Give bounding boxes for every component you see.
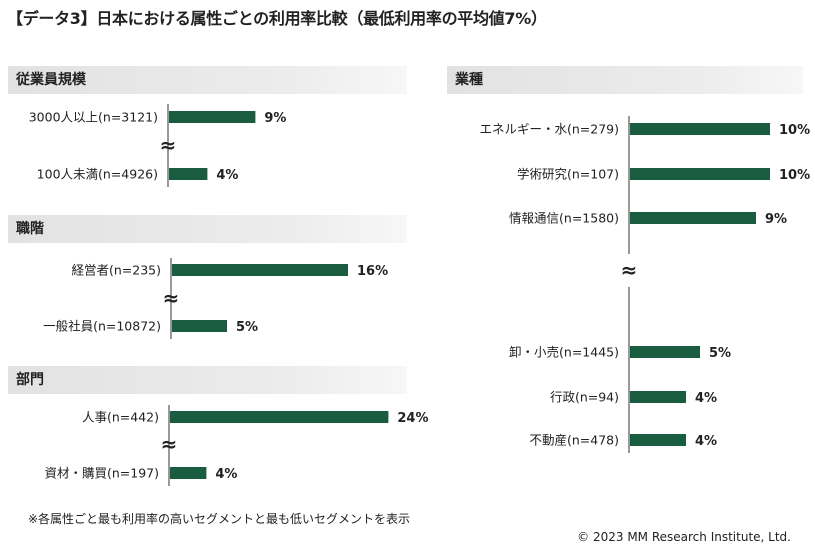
copyright: © 2023 MM Research Institute, Ltd. <box>577 530 791 544</box>
bar <box>172 264 348 276</box>
bar <box>170 467 207 479</box>
bar <box>170 411 389 423</box>
category-label: エネルギー・水(n=279) <box>479 122 619 137</box>
value-label: 10% <box>779 168 810 183</box>
value-label: 16% <box>357 264 388 279</box>
value-label: 5% <box>709 346 731 361</box>
value-label: 24% <box>397 411 428 426</box>
value-label: 5% <box>236 320 258 335</box>
bar <box>169 111 256 123</box>
chart-title: 【データ3】日本における属性ごとの利用率比較（最低利用率の平均値7%） <box>7 9 547 28</box>
bar <box>630 212 756 224</box>
bar <box>172 320 227 332</box>
footnote: ※各属性ごと最も利用率の高いセグメントと最も低いセグメントを表示 <box>28 512 411 526</box>
value-label: 9% <box>264 111 286 126</box>
value-label: 9% <box>765 212 787 227</box>
value-label: 4% <box>216 168 238 183</box>
bar <box>169 168 208 180</box>
axis-break-symbol: ≈ <box>161 432 178 456</box>
value-label: 10% <box>779 123 810 138</box>
category-label: 卸・小売(n=1445) <box>509 345 619 360</box>
category-label: 100人未満(n=4926) <box>37 167 158 182</box>
axis-break-symbol: ≈ <box>621 258 638 282</box>
axis-break-symbol: ≈ <box>160 133 177 157</box>
section-header-company-size: 従業員規模 <box>8 66 407 94</box>
category-label: 不動産(n=478) <box>529 433 619 448</box>
bar <box>630 168 770 180</box>
category-label: 3000人以上(n=3121) <box>29 110 158 125</box>
category-label: 資材・購買(n=197) <box>44 466 159 481</box>
category-label: 情報通信(n=1580) <box>509 211 619 226</box>
bar <box>630 123 770 135</box>
section-header-job-level: 職階 <box>8 215 407 243</box>
value-label: 4% <box>695 391 717 406</box>
section-header-department: 部門 <box>8 366 407 394</box>
category-label: 学術研究(n=107) <box>517 167 619 182</box>
bar <box>630 346 700 358</box>
category-label: 行政(n=94) <box>550 390 619 405</box>
bar <box>630 434 686 446</box>
category-label: 人事(n=442) <box>82 410 159 425</box>
category-label: 経営者(n=235) <box>71 263 161 278</box>
axis-break-symbol: ≈ <box>163 286 180 310</box>
category-label: 一般社員(n=10872) <box>43 319 161 334</box>
value-label: 4% <box>215 467 237 482</box>
bar <box>630 391 686 403</box>
value-label: 4% <box>695 434 717 449</box>
section-header-industry: 業種 <box>447 66 803 94</box>
